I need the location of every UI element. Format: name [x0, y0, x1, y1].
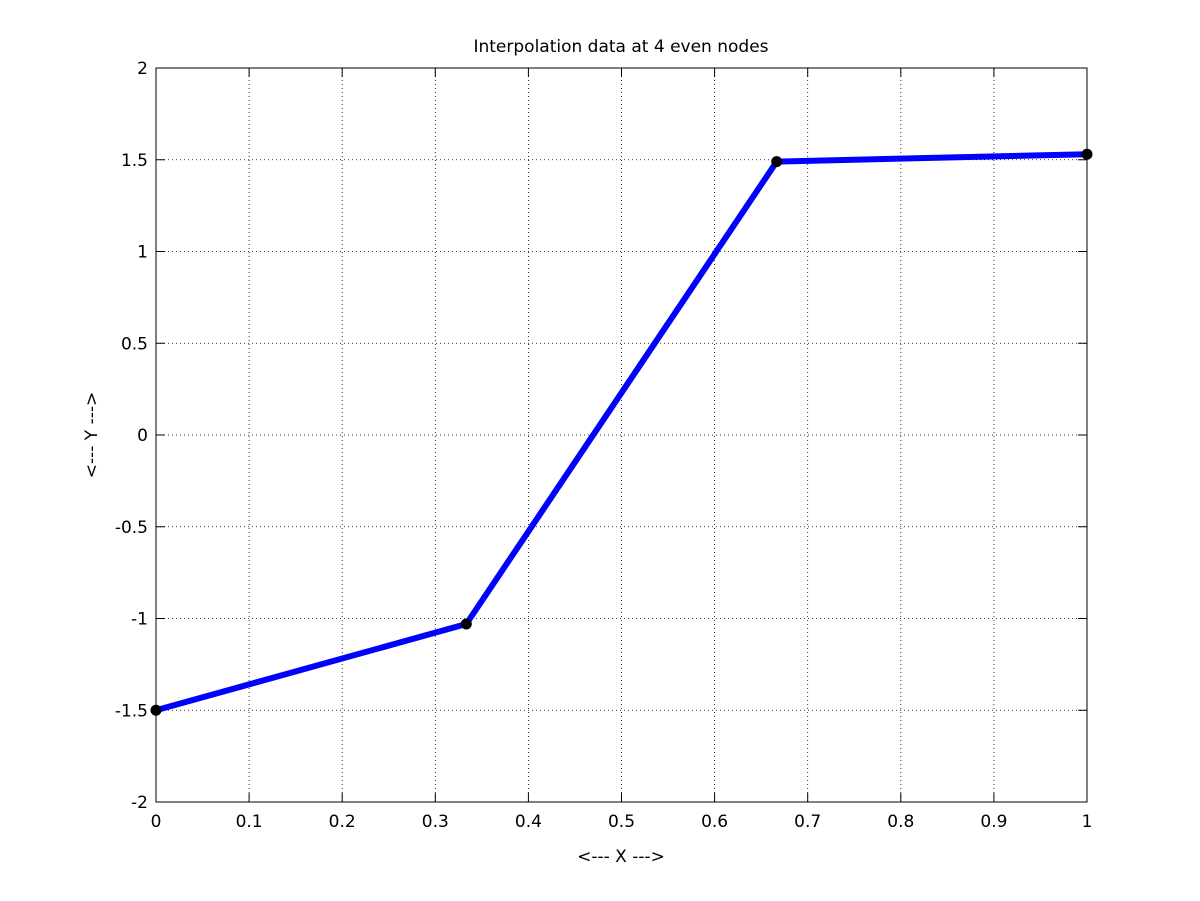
y-tick-label: -0.5 [115, 518, 148, 538]
x-tick-label: 0.4 [515, 812, 542, 832]
x-tick-label: 0 [151, 812, 162, 832]
data-point [460, 618, 472, 630]
data-point [771, 156, 783, 168]
x-tick-label: 0.6 [701, 812, 728, 832]
y-tick-label: 0.5 [121, 334, 148, 354]
data-series [153, 151, 1090, 714]
y-tick-labels: -2 -1.5 -1 -0.5 0 0.5 1 1.5 2 [115, 59, 148, 813]
series-line [153, 151, 1090, 714]
data-point [150, 704, 162, 716]
plot-area [155, 67, 1088, 803]
y-axis-label: <--- Y ---> [82, 392, 102, 479]
x-tick-labels: 0 0.1 0.2 0.3 0.4 0.5 0.6 0.7 0.8 0.9 1 [151, 812, 1093, 832]
x-tick-label: 0.2 [329, 812, 356, 832]
y-tick-label: -1 [131, 610, 148, 630]
x-tick-label: 0.8 [887, 812, 914, 832]
y-tick-label: -2 [131, 793, 148, 813]
x-tick-label: 0.1 [236, 812, 263, 832]
data-point [1081, 148, 1093, 160]
x-axis-label: <--- X ---> [577, 847, 665, 867]
data-markers [150, 148, 1093, 716]
x-tick-label: 1 [1082, 812, 1093, 832]
x-tick-label: 0.9 [980, 812, 1007, 832]
y-tick-label: -1.5 [115, 701, 148, 721]
x-tick-label: 0.3 [422, 812, 449, 832]
y-tick-label: 0 [137, 426, 148, 446]
x-tick-label: 0.7 [794, 812, 821, 832]
y-tick-label: 1.5 [121, 151, 148, 171]
y-tick-label: 1 [137, 243, 148, 263]
chart-title: Interpolation data at 4 even nodes [473, 37, 768, 57]
y-tick-label: 2 [137, 59, 148, 79]
x-tick-label: 0.5 [608, 812, 635, 832]
